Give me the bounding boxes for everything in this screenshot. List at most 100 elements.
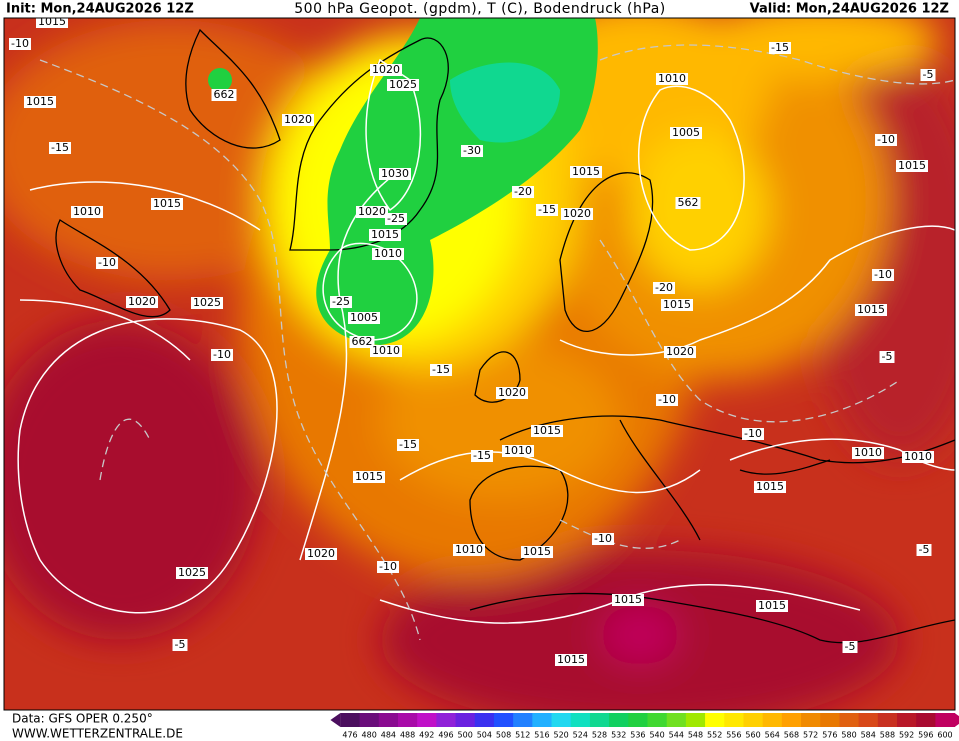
isobar-label: -10 <box>658 393 676 406</box>
header: Init: Mon,24AUG2026 12Z 500 hPa Geopot. … <box>6 1 949 17</box>
colorbar-tick-label: 484 <box>381 731 396 740</box>
isobar-label: -10 <box>213 348 231 361</box>
isobar-label: 1010 <box>904 450 932 463</box>
isobar-label: 1015 <box>663 298 691 311</box>
isobar-label: -15 <box>399 438 417 451</box>
colorbar-tick-label: 548 <box>688 731 703 740</box>
coastlines <box>55 28 955 644</box>
colorbar-tick-label: 580 <box>841 731 856 740</box>
label-background <box>211 89 237 101</box>
label-background <box>664 346 696 358</box>
label-background <box>349 336 375 348</box>
colorbar-swatch <box>628 713 648 727</box>
colorbar-tick-label: 504 <box>477 731 492 740</box>
colorbar-swatch <box>570 713 591 727</box>
isobar-label: 1015 <box>153 197 181 210</box>
label-background <box>369 229 401 241</box>
isobar-label: 1020 <box>372 63 400 76</box>
label-background <box>896 160 928 172</box>
label-background <box>330 296 352 308</box>
isobar-label: 1020 <box>128 295 156 308</box>
isobar-label: 1015 <box>26 95 54 108</box>
isobar-label: -10 <box>594 532 612 545</box>
label-background <box>24 96 56 108</box>
label-background <box>916 544 932 556</box>
isobar-label: -25 <box>332 295 350 308</box>
isobar-label: 1015 <box>371 228 399 241</box>
label-background <box>531 425 563 437</box>
label-background <box>675 197 701 209</box>
label-background <box>496 387 528 399</box>
isobar-label: -10 <box>98 256 116 269</box>
isobar-label: 1020 <box>563 207 591 220</box>
colorbar-tick-label: 552 <box>707 731 722 740</box>
label-background <box>282 114 314 126</box>
colorbar-swatch <box>705 713 725 727</box>
isobar-label: -5 <box>845 640 856 653</box>
label-background <box>656 73 688 85</box>
isobar-label: 1025 <box>389 78 417 91</box>
colorbar-swatch <box>513 713 533 727</box>
colorbar-tick-label: 488 <box>400 731 415 740</box>
label-background <box>305 548 337 560</box>
cold-spot <box>208 68 232 92</box>
colorbar-swatch <box>436 713 457 727</box>
isobar-label: 1015 <box>857 303 885 316</box>
label-background <box>9 38 31 50</box>
isobar-label: 1010 <box>372 344 400 357</box>
isobar-label: 1025 <box>193 296 221 309</box>
label-background <box>612 594 644 606</box>
isobar-label: -10 <box>874 268 892 281</box>
isobar-label: 1015 <box>38 15 66 28</box>
label-background <box>852 447 884 459</box>
isobar-label: 1025 <box>178 566 206 579</box>
isobar-label: -20 <box>655 281 673 294</box>
label-background <box>372 248 404 260</box>
colorbar-tick-label: 492 <box>419 731 434 740</box>
label-background <box>348 312 380 324</box>
label-background <box>126 296 158 308</box>
colorbar-swatch <box>551 713 572 727</box>
isobar-label: -10 <box>11 37 29 50</box>
isobar-label: 1015 <box>533 424 561 437</box>
isobar-label: 1015 <box>523 545 551 558</box>
label-background <box>461 145 483 157</box>
isobar-label: -15 <box>432 363 450 376</box>
map-title: 500 hPa Geopot. (gpdm), T (C), Bodendruc… <box>294 1 665 17</box>
colorbar-swatch <box>935 713 956 727</box>
isobar-label: -5 <box>882 350 893 363</box>
label-background <box>353 471 385 483</box>
colorbar-swatch <box>916 713 936 727</box>
isobar-label: -5 <box>919 543 930 556</box>
colorbar-tick-label: 556 <box>726 731 741 740</box>
isobar-label: 1010 <box>374 247 402 260</box>
isobar-label: -15 <box>771 41 789 54</box>
isobar-label: 1015 <box>758 599 786 612</box>
colorbar-swatch <box>647 713 668 727</box>
colorbar-tick-label: 532 <box>611 731 626 740</box>
colorbar-tick-label: 508 <box>496 731 511 740</box>
colorbar-tick-label: 524 <box>573 731 588 740</box>
isobar-label: -30 <box>463 144 481 157</box>
colorbar-swatch <box>666 713 687 727</box>
colorbar-swatch <box>359 713 380 727</box>
colorbar-tick-label: 500 <box>458 731 473 740</box>
label-background <box>521 546 553 558</box>
footer: Data: GFS OPER 0.250° WWW.WETTERZENTRALE… <box>12 712 959 741</box>
colorbar-tick-label: 520 <box>553 731 568 740</box>
label-background <box>370 64 402 76</box>
data-source: Data: GFS OPER 0.250° <box>12 712 153 726</box>
isobar-label: 1020 <box>498 386 526 399</box>
label-background <box>211 349 233 361</box>
isobar-label: -10 <box>744 427 762 440</box>
isobar-label: 1015 <box>614 593 642 606</box>
colorbar-swatch <box>839 713 860 727</box>
colorbar-arrow-right <box>954 713 959 727</box>
colorbar-swatch <box>340 713 361 727</box>
isobar-label: 1020 <box>666 345 694 358</box>
colorbar-swatch <box>685 713 706 727</box>
isobar-label: 1015 <box>756 480 784 493</box>
colorbar-tick-label: 544 <box>669 731 684 740</box>
label-background <box>570 166 602 178</box>
